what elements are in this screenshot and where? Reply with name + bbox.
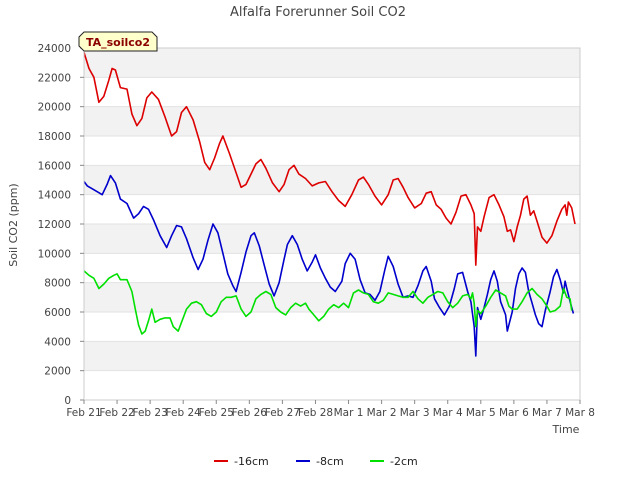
plot-band [84, 224, 580, 254]
y-axis-ticks: 0 2000 4000 6000 8000 10000 12000 14000 16000 180… [38, 43, 84, 407]
plot-band [84, 194, 580, 224]
x-tick-label: Mar 3 [400, 407, 430, 419]
plot-band [84, 77, 580, 107]
x-tick-label: Feb 28 [298, 407, 333, 419]
x-tick-label: Feb 25 [199, 407, 234, 419]
x-tick-label: Feb 23 [132, 407, 167, 419]
plot-band [84, 253, 580, 283]
x-tick-label: Mar 8 [565, 407, 595, 419]
legend: -16cm -8cm -2cm [214, 455, 418, 468]
legend-label: -8cm [316, 455, 344, 468]
x-axis-label: Time [552, 423, 580, 436]
plot-background-bands [84, 48, 580, 400]
y-tick-label: 2000 [44, 366, 71, 378]
x-tick-label: Feb 24 [166, 407, 202, 419]
x-tick-label: Feb 22 [99, 407, 134, 419]
plot-band [84, 341, 580, 371]
legend-item: -16cm [214, 455, 269, 468]
y-tick-label: 22000 [38, 72, 71, 84]
y-tick-label: 12000 [38, 219, 71, 231]
plot-band [84, 48, 580, 78]
legend-item: -2cm [370, 455, 418, 468]
series-lines [83, 52, 576, 357]
series-line-16cm [83, 52, 576, 266]
y-tick-label: 8000 [44, 278, 71, 290]
y-tick-label: 20000 [38, 102, 71, 114]
y-tick-label: 6000 [44, 307, 71, 319]
dataset-badge: TA_soilco2 [78, 31, 158, 52]
x-tick-label: Feb 27 [265, 407, 300, 419]
legend-item: -8cm [296, 455, 344, 468]
series-line-2cm [83, 270, 573, 335]
plot-band [84, 165, 580, 195]
plot-band [84, 106, 580, 136]
x-tick-label: Mar 7 [532, 407, 562, 419]
y-tick-label: 18000 [38, 131, 71, 143]
plot-band [84, 370, 580, 400]
y-tick-label: 4000 [44, 336, 71, 348]
legend-label: -2cm [390, 455, 418, 468]
y-tick-label: 16000 [38, 160, 71, 172]
x-tick-label: Mar 5 [466, 407, 496, 419]
badge-label: TA_soilco2 [86, 36, 150, 49]
x-tick-label: Feb 21 [66, 407, 101, 419]
y-tick-label: 0 [64, 395, 71, 407]
plot-band [84, 136, 580, 166]
y-axis-label: Soil CO2 (ppm) [7, 183, 20, 266]
y-tick-label: 10000 [38, 248, 71, 260]
badge-shape [78, 31, 158, 52]
legend-label: -16cm [234, 455, 269, 468]
series-line-8cm [83, 174, 575, 357]
chart-title: Alfalfa Forerunner Soil CO2 [230, 5, 406, 20]
x-tick-label: Mar 6 [499, 407, 529, 419]
x-tick-label: Mar 1 [334, 407, 364, 419]
y-tick-label: 24000 [38, 43, 71, 55]
x-tick-label: Mar 4 [433, 407, 463, 419]
x-tick-label: Mar 2 [367, 407, 397, 419]
y-tick-label: 14000 [38, 190, 71, 202]
x-tick-label: Feb 26 [232, 407, 268, 419]
plot-band [84, 312, 580, 342]
